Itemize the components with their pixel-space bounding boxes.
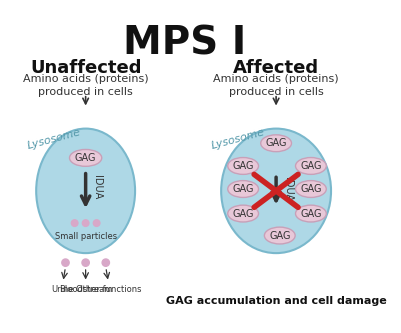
Text: GAG: GAG <box>300 208 322 218</box>
Text: Amino acids (proteins)
produced in cells: Amino acids (proteins) produced in cells <box>23 74 148 97</box>
Circle shape <box>71 220 78 226</box>
Text: Lysosome: Lysosome <box>210 127 265 151</box>
Ellipse shape <box>228 158 259 174</box>
Text: Amino acids (proteins)
produced in cells: Amino acids (proteins) produced in cells <box>213 74 339 97</box>
Text: Affected: Affected <box>233 59 319 77</box>
Text: Lysosome: Lysosome <box>26 127 83 151</box>
Ellipse shape <box>264 227 295 244</box>
Ellipse shape <box>221 129 331 253</box>
Ellipse shape <box>36 129 135 253</box>
Text: Bloodstream: Bloodstream <box>59 285 112 294</box>
Text: GAG: GAG <box>300 161 322 171</box>
Ellipse shape <box>228 180 259 197</box>
Circle shape <box>82 220 89 226</box>
Ellipse shape <box>296 180 326 197</box>
Text: Other functions: Other functions <box>76 285 141 294</box>
Circle shape <box>62 259 69 266</box>
Text: GAG: GAG <box>233 208 254 218</box>
Text: IDUA: IDUA <box>283 177 293 201</box>
Text: IDUA: IDUA <box>92 175 102 199</box>
Text: GAG: GAG <box>265 138 287 148</box>
Ellipse shape <box>228 205 259 222</box>
Ellipse shape <box>296 158 326 174</box>
Ellipse shape <box>296 205 326 222</box>
Ellipse shape <box>261 135 292 152</box>
Circle shape <box>82 259 89 266</box>
Text: Unaffected: Unaffected <box>30 59 142 77</box>
Circle shape <box>102 259 109 266</box>
Text: MPS I: MPS I <box>123 24 246 62</box>
Text: GAG accumulation and cell damage: GAG accumulation and cell damage <box>166 296 387 306</box>
Ellipse shape <box>69 150 102 166</box>
Text: GAG: GAG <box>75 153 96 163</box>
Text: GAG: GAG <box>300 184 322 194</box>
Text: Small particles: Small particles <box>55 232 117 241</box>
Text: GAG: GAG <box>233 184 254 194</box>
Text: GAG: GAG <box>233 161 254 171</box>
Circle shape <box>93 220 100 226</box>
Text: GAG: GAG <box>269 230 290 240</box>
Text: Urine: Urine <box>52 285 74 294</box>
